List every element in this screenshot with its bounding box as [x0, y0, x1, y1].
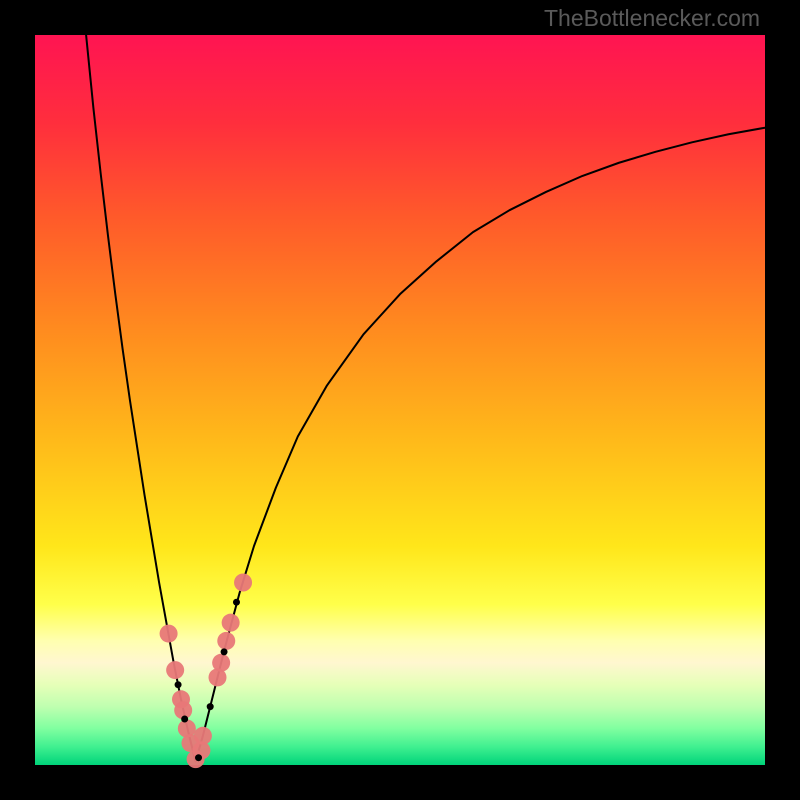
- data-point-primary: [234, 574, 252, 592]
- data-point-primary: [212, 654, 230, 672]
- data-point-secondary: [207, 703, 214, 710]
- watermark-text: TheBottlenecker.com: [544, 5, 760, 32]
- data-point-secondary: [181, 716, 188, 723]
- data-point-secondary: [233, 599, 240, 606]
- data-point-primary: [217, 632, 235, 650]
- bottleneck-curve-left: [86, 35, 196, 761]
- bottleneck-curve-right: [196, 128, 765, 762]
- data-point-secondary: [221, 648, 228, 655]
- data-point-primary: [166, 661, 184, 679]
- data-point-primary: [194, 727, 212, 745]
- data-point-secondary: [175, 681, 182, 688]
- chart-container: TheBottlenecker.com: [0, 0, 800, 800]
- data-point-secondary: [195, 754, 202, 761]
- data-point-primary: [222, 614, 240, 632]
- chart-svg: [0, 0, 800, 800]
- data-point-primary: [160, 625, 178, 643]
